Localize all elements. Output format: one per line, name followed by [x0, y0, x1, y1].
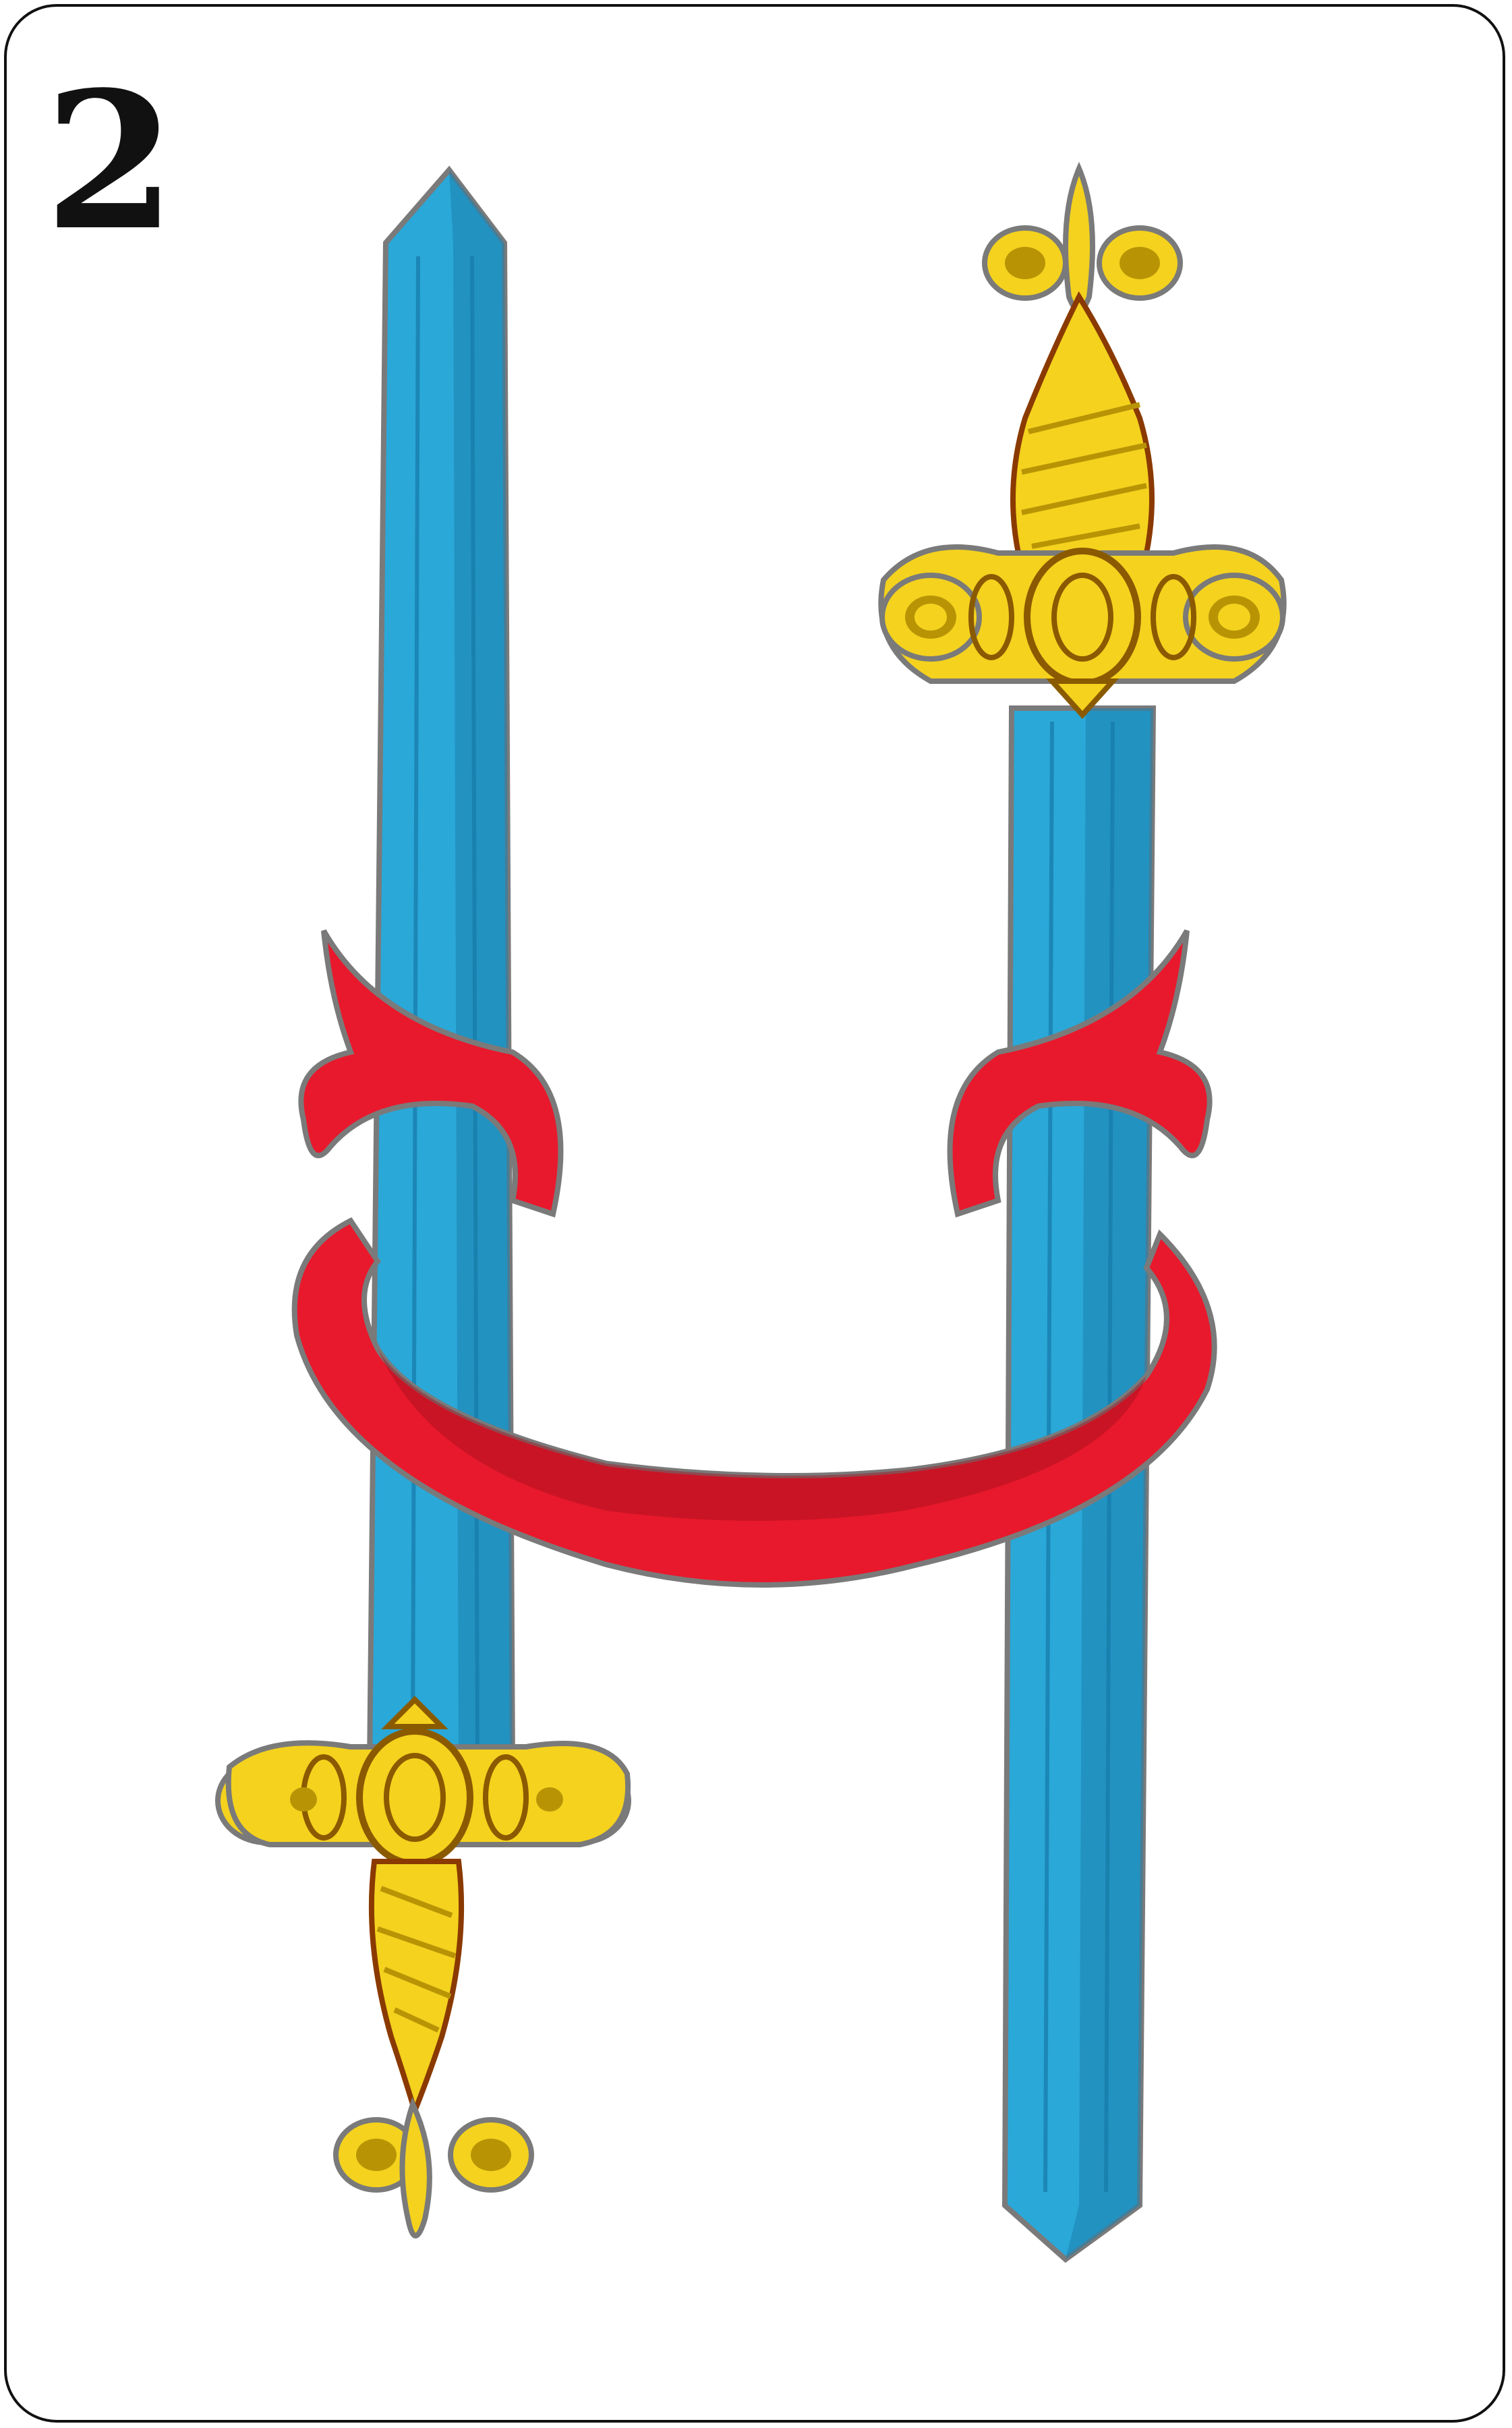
ribbon-icon [291, 929, 1217, 1588]
playing-card [4, 4, 1505, 2423]
ribbon-left-tail [298, 929, 564, 1218]
right-sword-crossguard [878, 544, 1287, 719]
right-sword-icon [878, 161, 1287, 2263]
left-sword-icon [215, 165, 631, 2238]
left-sword-grip [333, 1859, 534, 2238]
right-sword-grip [1010, 291, 1155, 556]
card-rank: 2 [45, 51, 176, 272]
right-sword-pommel [982, 161, 1183, 313]
left-sword-crossguard [215, 1696, 631, 1867]
ribbon-band [291, 1217, 1217, 1588]
ribbon-right-tail [947, 929, 1213, 1218]
